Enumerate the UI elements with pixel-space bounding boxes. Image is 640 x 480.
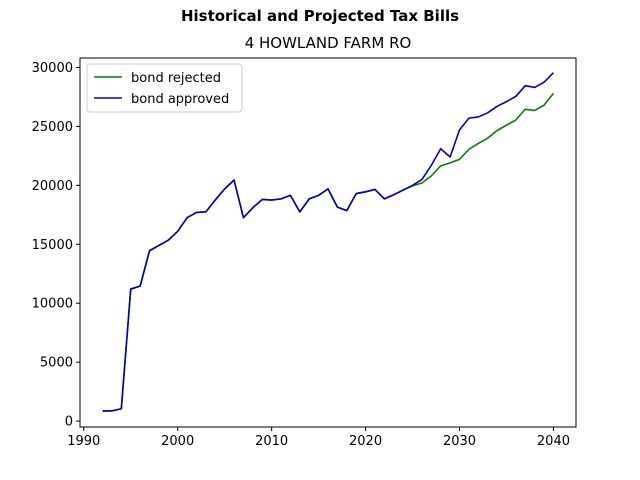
- plot-frame: [79, 57, 577, 428]
- y-tick-label: 10000: [32, 297, 73, 312]
- legend-label: bond approved: [131, 92, 229, 107]
- x-tick-label: 2010: [255, 434, 288, 449]
- chart-title: 4 HOWLAND FARM RO: [244, 34, 412, 52]
- series-line-bond-approved: [102, 72, 555, 412]
- legend: bond rejected bond approved: [86, 63, 243, 113]
- y-tick-label: 5000: [40, 356, 73, 371]
- y-tick-label: 15000: [32, 238, 73, 253]
- chart-suptitle: Historical and Projected Tax Bills: [180, 7, 460, 25]
- y-tick-label: 20000: [32, 179, 73, 194]
- legend-label: bond rejected: [131, 71, 221, 86]
- x-tick-label: 2020: [349, 434, 382, 449]
- y-tick-label: 25000: [32, 120, 73, 135]
- x-tick-label: 2030: [443, 434, 476, 449]
- y-tick-label: 30000: [32, 61, 73, 76]
- x-tick-label: 1990: [67, 434, 100, 449]
- x-tick-label: 2000: [161, 434, 194, 449]
- series-lines: [102, 72, 555, 412]
- series-line-bond-rejected: [102, 92, 555, 412]
- axis-ticks: 1990 2000 2010 2020 2030 2040 0 5000 10000 15000 2…: [32, 61, 570, 449]
- y-tick-label: 0: [65, 415, 73, 430]
- legend-box: [86, 63, 243, 113]
- x-tick-label: 2040: [537, 434, 570, 449]
